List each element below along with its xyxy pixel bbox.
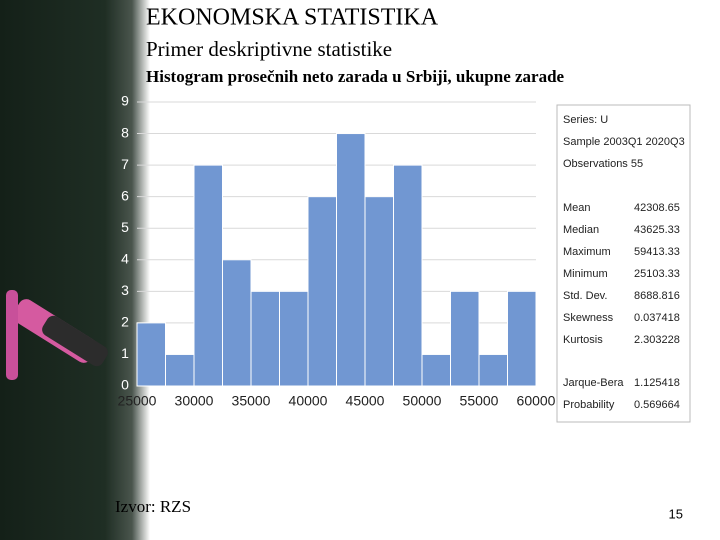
x-tick-label: 50000 <box>403 393 442 409</box>
bar <box>393 164 423 387</box>
bar <box>165 353 195 387</box>
y-tick-label: 9 <box>121 93 129 109</box>
stats-value: 2.303228 <box>634 334 680 346</box>
y-tick-label: 2 <box>121 314 129 330</box>
stats-header: Observations 55 <box>563 158 643 170</box>
source-note: Izvor: RZS <box>115 497 191 516</box>
y-tick-label: 7 <box>121 156 129 172</box>
page-number: 15 <box>669 506 683 521</box>
chalkboard-background <box>0 0 150 540</box>
bar <box>507 290 537 387</box>
y-tick-label: 8 <box>121 124 129 140</box>
stats-value: 43625.33 <box>634 224 680 236</box>
bar <box>307 196 337 387</box>
y-tick-label: 5 <box>121 219 129 235</box>
bar <box>193 164 223 387</box>
stats-value: 8688.816 <box>634 290 680 302</box>
bar <box>136 322 166 387</box>
slide-title: EKONOMSKA STATISTIKA <box>146 5 439 31</box>
x-tick-label: 45000 <box>346 393 385 409</box>
stats-header: Series: U <box>563 114 608 126</box>
bar <box>279 290 309 387</box>
y-tick-label: 4 <box>121 250 129 266</box>
stats-header: Sample 2003Q1 2020Q3 <box>563 136 685 148</box>
chalk <box>6 290 108 380</box>
bar <box>250 290 280 387</box>
stats-label: Maximum <box>563 246 611 258</box>
bar <box>364 196 394 387</box>
stats-value: 1.125418 <box>634 377 680 389</box>
bar <box>450 290 480 387</box>
bar <box>222 259 252 387</box>
x-tick-label: 35000 <box>232 393 271 409</box>
x-tick-label: 40000 <box>289 393 328 409</box>
chart-title: Histogram prosečnih neto zarada u Srbiji… <box>146 67 565 86</box>
stats-value: 59413.33 <box>634 246 680 258</box>
y-tick-label: 1 <box>121 345 129 361</box>
bar <box>478 353 508 387</box>
stats-label: Std. Dev. <box>563 290 607 302</box>
y-tick-label: 3 <box>121 282 129 298</box>
stats-label: Minimum <box>563 268 608 280</box>
x-tick-label: 55000 <box>460 393 499 409</box>
stats-value: 42308.65 <box>634 202 680 214</box>
y-tick-label: 6 <box>121 187 129 203</box>
y-tick-label: 0 <box>121 377 129 393</box>
stats-label: Probability <box>563 399 615 411</box>
stats-box <box>556 104 691 423</box>
stats-label: Median <box>563 224 599 236</box>
stats-label: Jarque-Bera <box>563 377 624 389</box>
bar <box>336 133 366 387</box>
stats-value: 0.569664 <box>634 399 680 411</box>
stats-value: 0.037418 <box>634 312 680 324</box>
stats-label: Skewness <box>563 312 614 324</box>
bar <box>421 353 451 387</box>
x-tick-label: 30000 <box>175 393 214 409</box>
slide-subtitle: Primer deskriptivne statistike <box>146 37 392 61</box>
stats-label: Mean <box>563 202 591 214</box>
stats-value: 25103.33 <box>634 268 680 280</box>
x-tick-label: 25000 <box>118 393 157 409</box>
stats-label: Kurtosis <box>563 334 603 346</box>
x-tick-label: 60000 <box>517 393 556 409</box>
